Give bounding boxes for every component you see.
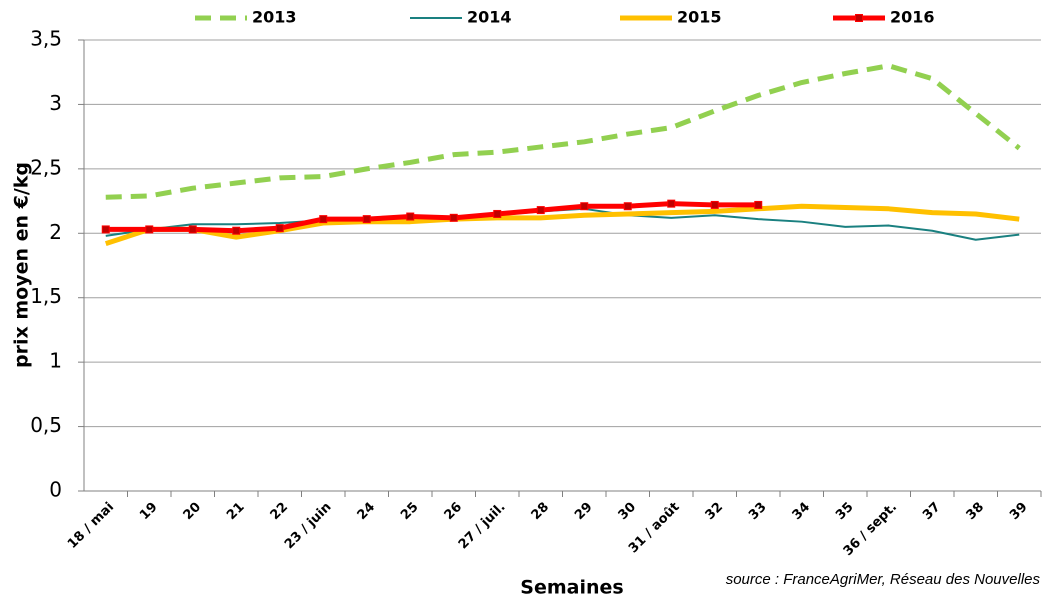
x-tick-label: 37 [920,500,943,523]
series-line [105,201,759,234]
y-tick-label: 1 [49,349,62,373]
point-marker [536,206,545,215]
x-tick-label: 21 [224,500,247,523]
point-marker [362,215,371,224]
y-tick-label: 1,5 [30,284,62,308]
x-tick-label: 24 [355,500,378,523]
y-tick-label: 2,5 [30,155,62,179]
legend-label: 2014 [467,8,512,27]
x-tick-label: 33 [746,500,769,523]
x-tick-label: 32 [703,500,726,523]
x-tick-label: 28 [529,500,552,523]
y-tick-label: 2 [49,220,62,244]
source: source : FranceAgriMer, Réseau des Nouve… [726,571,1041,588]
x-tick-label: 22 [268,500,291,523]
x-tick-label: 38 [964,500,987,523]
point-marker [232,226,241,235]
y-axis-label: prix moyen en €/kg [11,162,33,368]
legend-label: 2015 [677,8,722,27]
x-tick-label: 26 [442,500,465,523]
x-tick-label: 20 [181,500,204,523]
point-marker [275,224,284,233]
legend-label: 2013 [252,8,297,27]
x-tick-label: 19 [137,500,160,523]
legend-marker [855,14,863,22]
point-marker [406,212,415,221]
point-marker [493,209,502,218]
point-marker [754,200,763,209]
x-axis-label: Semaines [520,577,623,598]
series-line [105,63,1021,200]
x-tick-label: 39 [1007,500,1030,523]
point-marker [188,225,197,234]
point-marker [710,200,719,209]
point-marker [623,202,632,211]
point-marker [101,225,110,234]
series-line [104,203,1020,246]
y-tick-label: 0,5 [30,413,62,437]
x-tick-label: 18 / mai [65,500,117,552]
x-tick-label: 23 / juin [282,500,335,553]
legend-label: 2016 [890,8,935,27]
point-marker [319,215,328,224]
x-tick-label: 30 [616,500,639,523]
y-tick-label: 0 [49,478,62,502]
point-marker [145,225,154,234]
x-tick-label: 29 [572,500,595,523]
point-marker [580,202,589,211]
point-marker [667,199,676,208]
x-tick-label: 27 / juil. [456,500,509,553]
x-tick-label: 25 [398,500,421,523]
x-tick-label: 34 [790,500,813,523]
y-tick-label: 3,5 [30,27,62,51]
x-tick-label: 35 [833,500,856,523]
y-tick-label: 3 [49,91,62,115]
point-marker [449,213,458,222]
